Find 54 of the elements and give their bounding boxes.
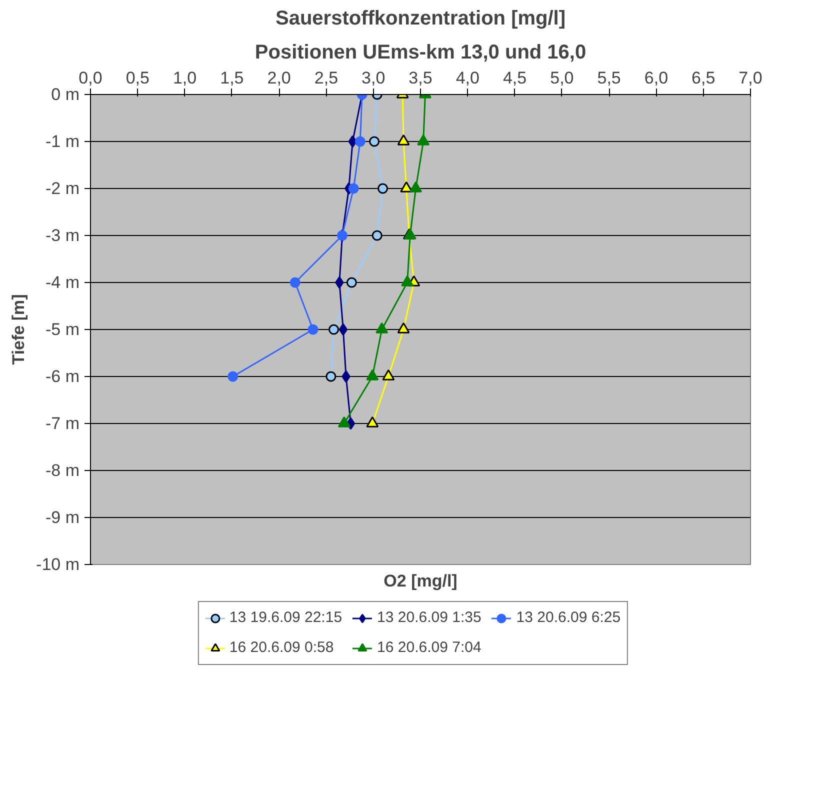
legend-label: 13 20.6.09 1:35 [377, 608, 482, 626]
y-tick-label: -4 m [46, 273, 80, 292]
chart-subtitle: Positionen UEms-km 13,0 und 16,0 [254, 42, 586, 64]
y-axis-title: Tiefe [m] [9, 294, 28, 365]
x-tick-label: 6,0 [644, 68, 668, 88]
x-tick-label: 0,5 [126, 68, 150, 88]
point [308, 324, 318, 335]
point [372, 230, 382, 241]
x-tick-label: 4,0 [456, 68, 480, 88]
point [397, 322, 410, 334]
x-tick-label: 2,0 [267, 68, 291, 88]
legend-label: 16 20.6.09 0:58 [229, 638, 334, 656]
point [376, 322, 388, 334]
point [369, 136, 380, 147]
point [346, 277, 357, 288]
point [328, 324, 340, 335]
point [366, 416, 379, 428]
y-tick-label: -7 m [46, 414, 80, 433]
x-tick-label: 3,0 [362, 68, 386, 88]
point [290, 277, 300, 288]
y-tick-label: 0 m [51, 85, 80, 104]
y-tick-label: -9 m [46, 508, 80, 527]
point [228, 371, 238, 382]
point [338, 416, 350, 428]
x-axis-title: O2 [mg/l] [384, 572, 458, 590]
x-tick-label: 4,5 [502, 68, 527, 88]
legend-label: 16 20.6.09 7:04 [377, 638, 482, 656]
point [354, 136, 366, 147]
x-tick-label: 0,0 [78, 68, 102, 88]
x-tick-label: 2,5 [314, 68, 338, 88]
x-tick-label: 5,0 [550, 68, 574, 88]
x-tick-label: 1,5 [220, 68, 244, 88]
point [382, 369, 395, 380]
y-tick-label: -10 m [36, 555, 80, 574]
y-tick-label: -2 m [46, 179, 80, 198]
x-tick-label: 7,0 [738, 68, 762, 88]
legend-label: 13 20.6.09 6:25 [516, 608, 621, 626]
point [401, 275, 414, 286]
x-tick-label: 1,0 [172, 68, 197, 88]
point [338, 323, 348, 336]
point [348, 183, 359, 194]
x-tick-label: 5,5 [597, 68, 621, 88]
chart-title: Sauerstoffkonzentration [mg/l] [275, 8, 566, 30]
point [366, 369, 379, 380]
x-tick-label: 3,5 [408, 68, 432, 88]
x-tick-label: 6,5 [692, 68, 716, 88]
y-tick-label: -6 m [46, 367, 80, 386]
y-tick-label: -1 m [46, 132, 80, 151]
point [378, 183, 388, 194]
y-tick-label: -8 m [46, 461, 80, 480]
y-tick-label: -3 m [46, 226, 80, 245]
legend-label: 13 19.6.09 22:15 [229, 608, 342, 626]
y-tick-label: -5 m [46, 320, 80, 339]
point [326, 371, 336, 382]
